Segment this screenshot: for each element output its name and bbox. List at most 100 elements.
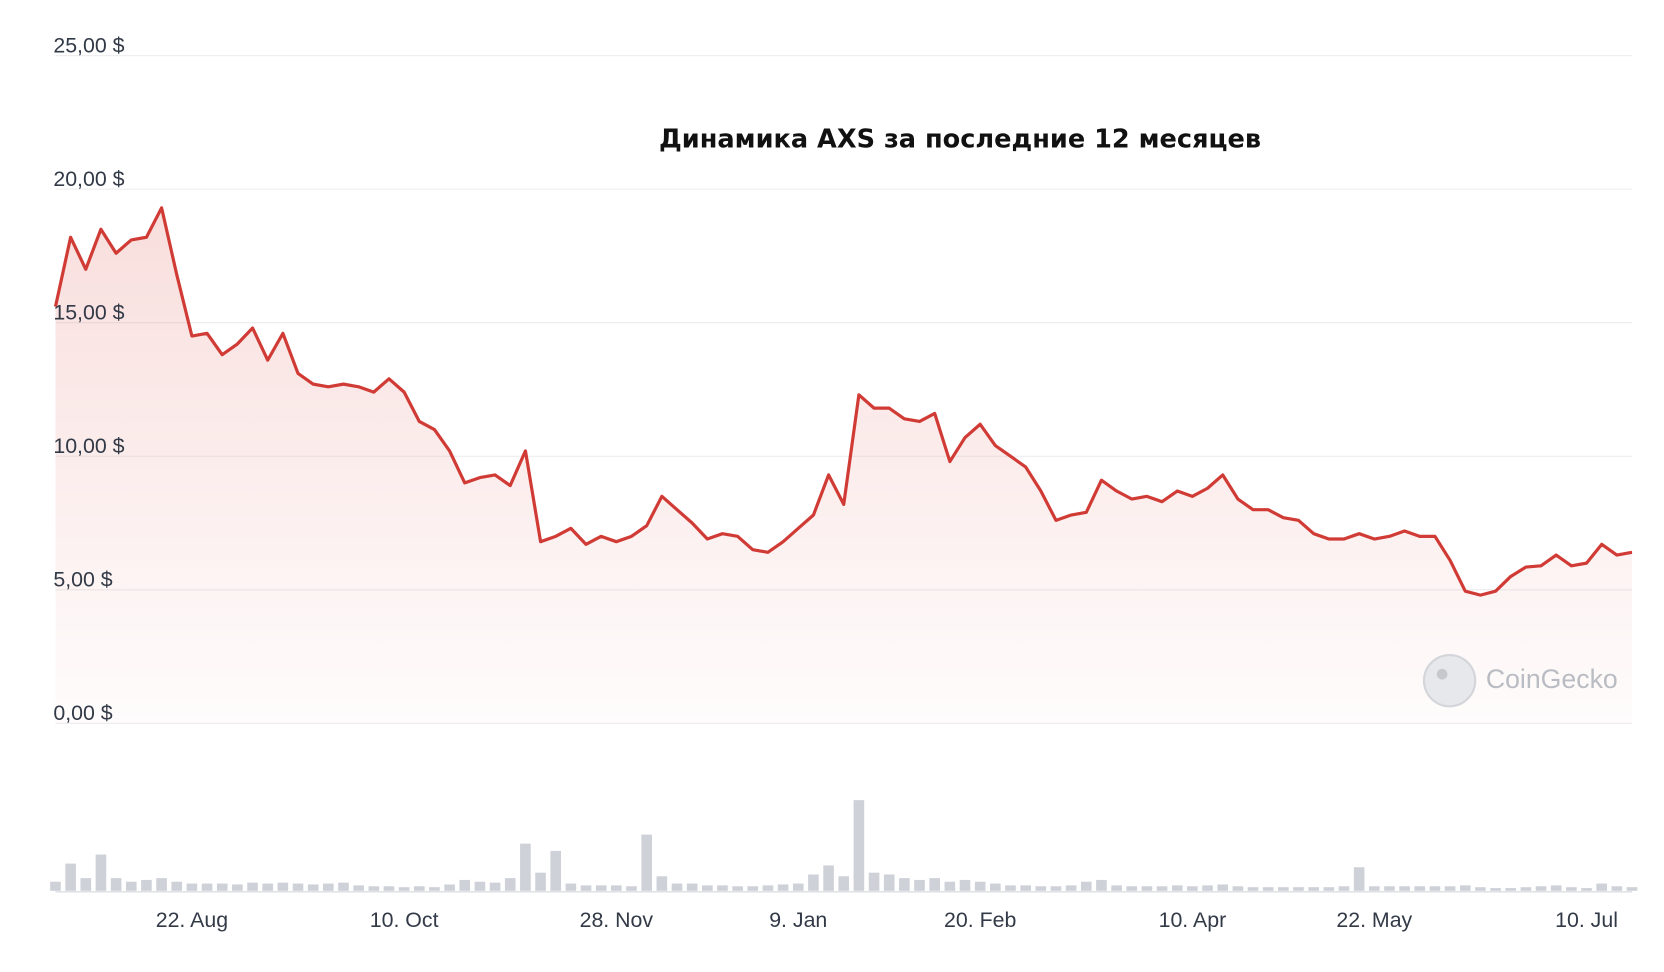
volume-bar xyxy=(823,865,834,891)
volume-bar xyxy=(262,883,273,891)
volume-bar xyxy=(1384,886,1395,891)
volume-bar xyxy=(1308,887,1319,891)
volume-bar xyxy=(792,883,804,891)
volume-bar xyxy=(1323,887,1335,891)
volume-bar xyxy=(1368,886,1380,891)
volume-bar xyxy=(990,883,1001,891)
x-tick-label: 20. Feb xyxy=(944,908,1016,932)
volume-bar xyxy=(868,872,880,891)
volume-bar xyxy=(1080,881,1092,891)
plot xyxy=(53,206,1633,724)
y-tick-label: 15,00 $ xyxy=(53,300,124,324)
y-tick-label: 10,00 $ xyxy=(53,434,124,458)
volume-bar xyxy=(732,886,743,891)
volume-bar xyxy=(1035,886,1047,891)
volume-bar xyxy=(232,884,243,891)
volume-bar xyxy=(368,886,380,891)
volume-bar xyxy=(1399,886,1410,891)
volume-bar xyxy=(1520,887,1532,891)
volume-bar xyxy=(762,885,774,891)
volume-bar xyxy=(1429,886,1441,891)
volume-bar xyxy=(1126,886,1138,891)
volume-bar xyxy=(656,876,668,891)
labels: 0,00 $ 5,00 $ 10,00 $ 15,00 $ 20,00 $ 25,00 $… xyxy=(53,33,1618,932)
volume-bar xyxy=(338,882,349,891)
volume-bar xyxy=(444,884,455,891)
volume-bar xyxy=(429,887,440,891)
volume-bar xyxy=(1535,886,1547,891)
volume-bar xyxy=(292,883,304,891)
area xyxy=(55,207,1632,724)
volume-bar xyxy=(1262,887,1274,891)
x-tick-label: 10. Oct xyxy=(370,908,439,932)
volume-bar xyxy=(1111,885,1122,891)
volume-bar xyxy=(95,854,107,891)
volume-bar xyxy=(80,878,92,891)
volume-bar xyxy=(247,882,258,891)
watermark-text: CoinGecko xyxy=(1486,664,1618,694)
volume-bar xyxy=(1217,884,1229,891)
x-tick-label: 22. Aug xyxy=(156,908,228,932)
volume-bar xyxy=(959,879,971,891)
volume-bar xyxy=(1596,883,1607,891)
volume-bar xyxy=(929,878,940,891)
volume-bar xyxy=(186,883,198,891)
x-tick-label: 22. May xyxy=(1336,908,1412,932)
y-tick-label: 25,00 $ xyxy=(53,33,124,57)
volume-bar xyxy=(1505,888,1517,891)
volume-bar xyxy=(611,885,622,891)
volume-bar xyxy=(1005,885,1016,891)
volume-bar xyxy=(717,885,728,891)
price-line xyxy=(53,206,1633,597)
volume-bar xyxy=(156,878,167,891)
volume-bar xyxy=(580,885,592,891)
volume-bar xyxy=(1293,887,1304,891)
volume-bar xyxy=(1550,885,1562,891)
volume-bar xyxy=(1065,885,1077,891)
watermark: CoinGecko xyxy=(1422,654,1618,708)
volume-bar xyxy=(1050,886,1062,891)
y-tick-label: 0,00 $ xyxy=(53,701,112,725)
x-tick-label: 28. Nov xyxy=(580,908,654,932)
volume-bar xyxy=(504,878,516,891)
volume-bar xyxy=(1278,887,1289,891)
volume-bar xyxy=(1611,886,1623,891)
volume-bar xyxy=(1475,887,1486,891)
volume-bar xyxy=(1353,867,1365,891)
watermark-icon xyxy=(1422,654,1477,708)
volume-bar xyxy=(550,850,562,891)
volume-bar xyxy=(1020,885,1031,891)
volume-bar xyxy=(1232,886,1244,891)
volume-bar xyxy=(1171,885,1183,891)
x-tick-label: 10. Apr xyxy=(1159,908,1227,932)
volume-bar xyxy=(838,876,850,891)
volume-bar xyxy=(626,886,637,891)
volume-bar xyxy=(853,800,865,891)
volume xyxy=(50,800,1638,891)
volume-bar xyxy=(413,886,425,891)
volume-bar xyxy=(353,885,364,891)
volume-bar xyxy=(747,886,759,891)
volume-bar xyxy=(1626,887,1638,891)
volume-bar xyxy=(686,883,698,891)
volume-bar xyxy=(474,881,486,891)
volume-bar xyxy=(535,872,546,891)
volume-bar xyxy=(1414,886,1426,891)
x-tick-label: 9. Jan xyxy=(769,908,827,932)
volume-bar xyxy=(65,863,76,891)
chart-title: Динамика AXS за последние 12 месяцев xyxy=(659,124,1261,154)
volume-bar xyxy=(641,834,652,891)
volume-bar xyxy=(944,881,956,891)
volume-bar xyxy=(914,879,925,891)
volume-bar xyxy=(1187,886,1198,891)
volume-bar xyxy=(883,874,895,891)
volume-bar xyxy=(1141,886,1153,891)
watermark-icon-eye xyxy=(1436,668,1448,680)
y-tick-label: 20,00 $ xyxy=(53,167,124,191)
volume-bar xyxy=(489,882,501,891)
volume-bar xyxy=(141,879,152,891)
volume-bar xyxy=(307,884,319,891)
volume-bar xyxy=(1096,879,1107,891)
